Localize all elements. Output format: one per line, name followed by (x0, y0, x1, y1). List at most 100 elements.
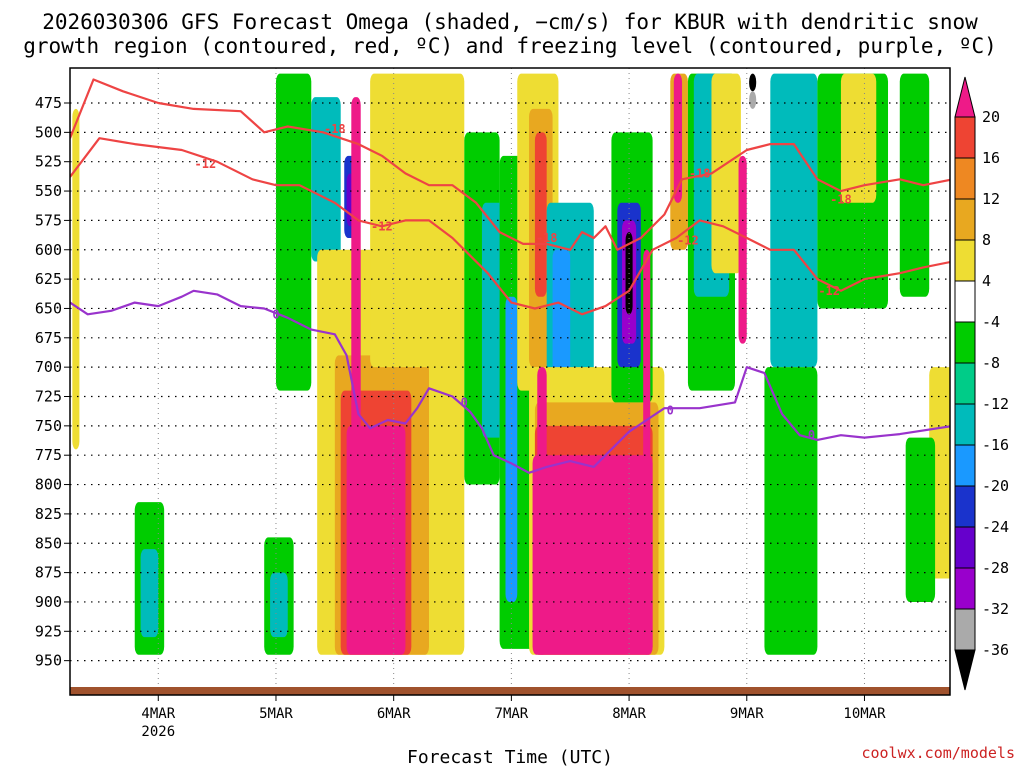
y-tick-label-650: 650 (35, 299, 62, 317)
x-tick-label-8MAR: 8MAR (612, 706, 646, 722)
temperature-contours: -18 -18 -18 -18 -12 -12 -12 -12 0 0 0 0 (70, 78, 950, 474)
colorbar-label--16: -16 (982, 436, 1009, 454)
y-tick-label-950: 950 (35, 652, 62, 670)
colorbar: 20 16 12 8 4 -4 -8 -12 -16 -20 -24 -28 -32 -36 (954, 76, 1009, 691)
y-tick-label-850: 850 (35, 534, 62, 552)
omega-region-6mar-magenta-base (346, 425, 406, 655)
contour-label--12: -12 (195, 157, 217, 171)
colorbar-segment (954, 157, 976, 200)
colorbar-label--28: -28 (982, 559, 1009, 577)
y-tick-label-875: 875 (35, 564, 62, 582)
omega-region-5mar-upper-teal (311, 97, 341, 262)
contour-label--18: -18 (324, 122, 346, 136)
omega-region-8.9mar-yellow (711, 73, 741, 274)
contour-label-0: 0 (461, 395, 468, 409)
omega-region-9.2mar-teal (770, 73, 818, 368)
omega-region-9.4mar-green-lower (764, 367, 818, 655)
time-axis: 4MAR 2026 5MAR 6MAR 7MAR 8MAR 9MAR 10MAR (141, 695, 886, 740)
colorbar-segment (954, 567, 976, 610)
x-tick-label-9MAR: 9MAR (730, 706, 764, 722)
chart-title-line1: 2026030306 GFS Forecast Omega (shaded, −… (42, 10, 978, 34)
colorbar-segment (954, 403, 976, 446)
omega-region-8mar-magenta-column (643, 249, 651, 655)
omega-region-9.8mar-yellow (840, 73, 877, 203)
contour-0 (70, 289, 950, 474)
colorbar-segment (954, 239, 976, 282)
contour--18 (70, 78, 950, 251)
colorbar-segment (954, 280, 976, 323)
y-tick-label-475: 475 (35, 94, 62, 112)
colorbar-label-12: 12 (982, 190, 1000, 208)
x-tick-label-4MAR: 4MAR (141, 706, 175, 722)
colorbar-segment (954, 444, 976, 487)
x-tick-label-5MAR: 5MAR (259, 706, 293, 722)
contour-label--12: -12 (371, 219, 393, 233)
x-axis-label: Forecast Time (UTC) (407, 747, 613, 768)
omega-region-9mar-gray-top (749, 91, 757, 109)
plot-frame (69, 67, 951, 696)
colorbar-segment (954, 485, 976, 528)
colorbar-bottom-arrow (954, 649, 976, 691)
colorbar-label-20: 20 (982, 108, 1000, 126)
x-tick-label-10MAR: 10MAR (843, 706, 886, 722)
contour-label--12: -12 (677, 233, 699, 247)
colorbar-label--20: -20 (982, 477, 1009, 495)
colorbar-segment (954, 198, 976, 241)
y-tick-label-900: 900 (35, 593, 62, 611)
y-tick-label-575: 575 (35, 211, 62, 229)
y-tick-label-675: 675 (35, 329, 62, 347)
colorbar-segment (954, 526, 976, 569)
colorbar-label--24: -24 (982, 518, 1009, 536)
omega-region-8.4mar-magenta (673, 73, 683, 203)
y-tick-label-600: 600 (35, 241, 62, 259)
colorbar-label--4: -4 (982, 313, 1000, 331)
contour--12 (70, 137, 950, 316)
colorbar-segment (954, 321, 976, 364)
y-tick-label-725: 725 (35, 388, 62, 406)
contour-label--18: -18 (689, 166, 711, 180)
colorbar-segment (954, 608, 976, 651)
colorbar-label--8: -8 (982, 354, 1000, 372)
omega-region-7mar-upper-red (534, 132, 547, 297)
chart-title-line2: growth region (contoured, red, ºC) and f… (23, 34, 997, 58)
x-tick-label-6MAR: 6MAR (377, 706, 411, 722)
y-tick-label-625: 625 (35, 270, 62, 288)
y-tick-label-550: 550 (35, 182, 62, 200)
pressure-axis: 475 500 525 550 575 600 625 650 675 700 725 750 775 8… (35, 94, 70, 670)
colorbar-label--12: -12 (982, 395, 1009, 413)
y-tick-label-775: 775 (35, 446, 62, 464)
colorbar-segment (954, 362, 976, 405)
colorbar-label-16: 16 (982, 149, 1000, 167)
ground-bar (70, 687, 950, 695)
y-tick-label-800: 800 (35, 476, 62, 494)
omega-region-left-positive-strip (72, 108, 80, 450)
contour-label--18: -18 (830, 192, 852, 206)
contour-label--18: -18 (536, 231, 558, 245)
contour-label--12: -12 (818, 284, 840, 298)
colorbar-label--36: -36 (982, 641, 1009, 659)
y-tick-label-525: 525 (35, 153, 62, 171)
y-tick-label-700: 700 (35, 358, 62, 376)
colorbar-label--32: -32 (982, 600, 1009, 618)
terrain-ground (70, 687, 950, 695)
omega-region-4mar-negative-core (140, 549, 159, 638)
colorbar-label-8: 8 (982, 231, 991, 249)
omega-region-7.5mar-magenta (532, 455, 653, 655)
omega-region-5mar-upper-green (275, 73, 312, 391)
omega-region-6mar-magenta-column (351, 97, 361, 438)
colorbar-segment (954, 116, 976, 159)
omega-region-10.4mar-green-lower (905, 437, 936, 602)
contour-label-0: 0 (667, 404, 674, 418)
y-tick-label-500: 500 (35, 123, 62, 141)
omega-region-7mar-blue (505, 296, 518, 602)
x-tick-sublabel-4MAR: 2026 (141, 724, 175, 740)
contour-label-0: 0 (272, 307, 279, 321)
omega-region-10.3mar-green (899, 73, 930, 297)
y-tick-label-925: 925 (35, 622, 62, 640)
y-tick-label-825: 825 (35, 505, 62, 523)
x-tick-label-7MAR: 7MAR (495, 706, 529, 722)
credit-text: coolwx.com/models (861, 744, 1015, 762)
y-tick-label-750: 750 (35, 417, 62, 435)
omega-region-7.2mar-magenta-column (537, 367, 547, 655)
